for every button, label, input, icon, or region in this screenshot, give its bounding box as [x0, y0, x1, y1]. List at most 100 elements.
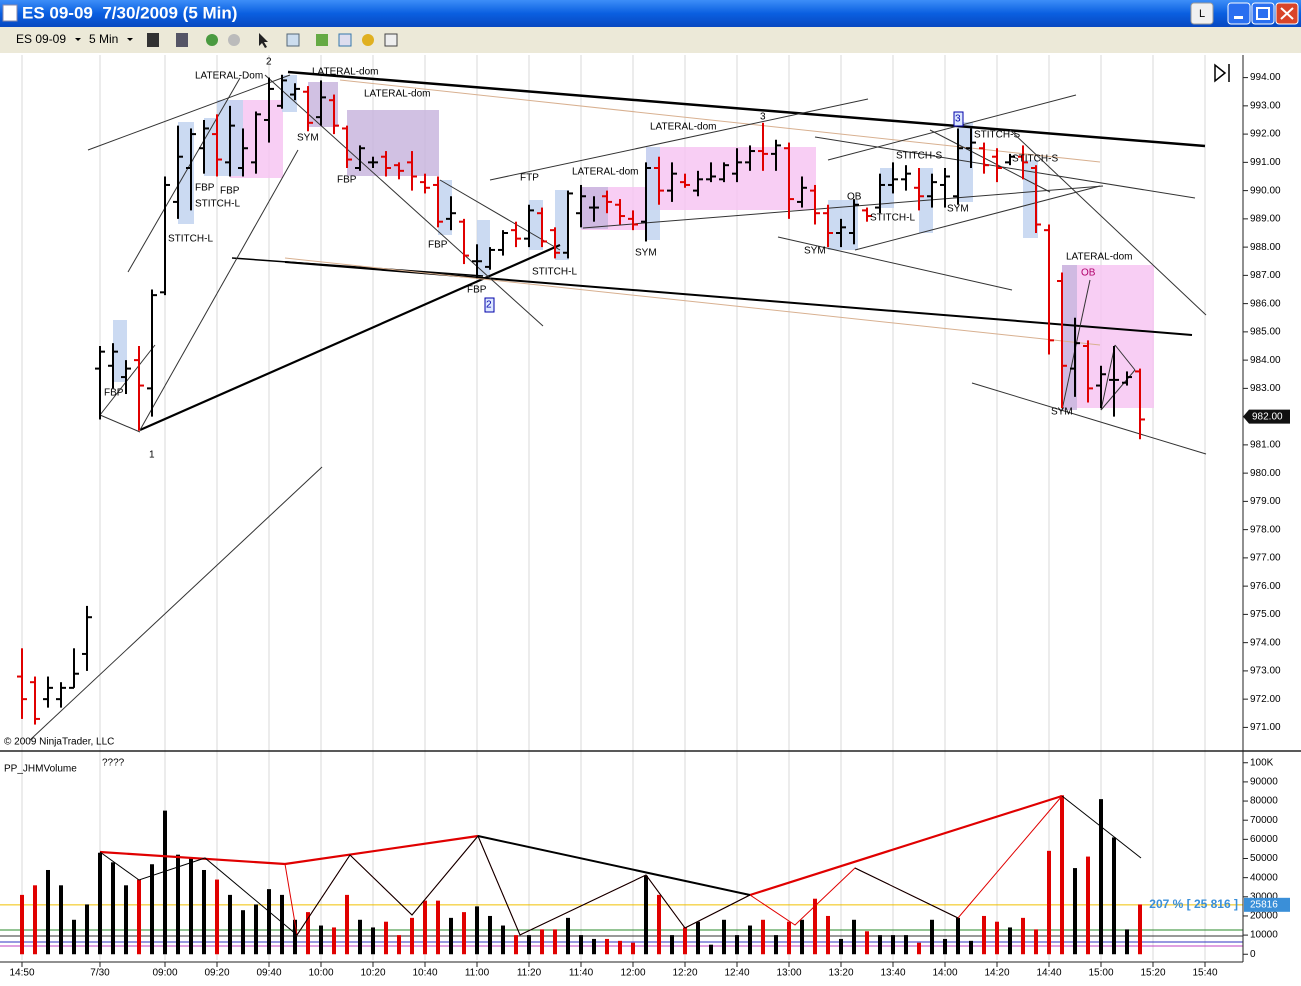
pattern-box [322, 82, 338, 127]
annotation: STITCH-S [1012, 154, 1058, 165]
x-tick-label: 15:20 [1140, 968, 1165, 979]
y-tick-label: 987.00 [1250, 270, 1281, 281]
volume-bar [241, 910, 245, 955]
volume-bar [449, 917, 453, 955]
volume-bar [566, 917, 570, 955]
y-tick-label: 974.00 [1250, 637, 1281, 648]
annotation: STITCH-L [870, 213, 915, 224]
x-tick-label: 7/30 [90, 968, 110, 979]
volume-bar [1060, 795, 1064, 955]
volume-bar [1021, 917, 1025, 955]
volume-bar [33, 885, 37, 955]
y-tick-label: 990.00 [1250, 185, 1281, 196]
volume-zigzag [1061, 795, 1142, 859]
trend-line [264, 74, 544, 327]
annotation: 2 [486, 300, 492, 311]
annotation: FBP [195, 183, 215, 194]
volume-bar [527, 935, 531, 955]
instrument-select[interactable]: ES 09-09 [16, 32, 66, 46]
volume-zigzag [99, 835, 751, 936]
y-tick-label: 30000 [1250, 891, 1278, 902]
y-tick-label: 20000 [1250, 911, 1278, 922]
window-title: ES 09-09 7/30/2009 (5 Min) [22, 3, 237, 22]
annotation: STITCH-S [974, 130, 1020, 141]
app-icon [2, 4, 18, 22]
interval-select[interactable]: 5 Min [89, 32, 118, 46]
y-tick-label: 60000 [1250, 834, 1278, 845]
volume-bar [852, 919, 856, 955]
volume-bar [423, 900, 427, 955]
volume-bar [579, 935, 583, 955]
volume-bar [202, 869, 206, 955]
trend-line [777, 236, 1013, 291]
cursor-button[interactable] [259, 33, 268, 48]
volume-bar [72, 919, 76, 955]
volume-bar [436, 900, 440, 955]
volume-bar [1086, 856, 1090, 955]
indicator-button[interactable] [338, 33, 352, 47]
annotation: LATERAL-dom [364, 89, 431, 100]
y-tick-label: 90000 [1250, 777, 1278, 788]
pattern-box [555, 190, 569, 260]
y-tick-label: 994.00 [1250, 72, 1281, 83]
order-button[interactable] [362, 34, 374, 46]
volume-bar [111, 862, 115, 955]
strategy-button[interactable] [316, 34, 328, 46]
volume-bar [488, 915, 492, 955]
y-tick-label: 991.00 [1250, 157, 1281, 168]
annotation: LATERAL-dom [650, 122, 717, 133]
zoom-in-button[interactable] [206, 34, 218, 46]
scroll-end-button[interactable] [1214, 63, 1230, 83]
minimize-button[interactable] [1227, 2, 1251, 25]
y-tick-label: 971.00 [1250, 722, 1281, 733]
annotation: STITCH-L [168, 234, 213, 245]
reference-marker [1244, 897, 1290, 912]
volume-bar [553, 929, 557, 955]
annotation: LATERAL-dom [312, 67, 379, 78]
annotation: SYM [1051, 407, 1073, 418]
bar-type-button[interactable] [147, 33, 159, 47]
annotation: STITCH-S [896, 151, 942, 162]
y-tick-label: 989.00 [1250, 214, 1281, 225]
volume-bar [748, 925, 752, 955]
l-button[interactable] [1190, 2, 1214, 25]
volume-bar [501, 925, 505, 955]
trend-line [971, 382, 1207, 455]
volume-bar [306, 912, 310, 955]
annotation: SYM [947, 204, 969, 215]
draw-tool-button[interactable] [176, 33, 188, 47]
y-tick-label: 977.00 [1250, 553, 1281, 564]
y-tick-label: 0 [1250, 949, 1256, 960]
y-tick-label: 975.00 [1250, 609, 1281, 620]
data-box-button[interactable] [384, 33, 398, 47]
trend-line [1100, 344, 1116, 411]
volume-bar [865, 931, 869, 955]
volume-bar [644, 875, 648, 955]
dropdown-arrow [127, 38, 133, 41]
pattern-box [438, 180, 452, 235]
maximize-button[interactable] [1251, 2, 1275, 25]
zoom-out-button[interactable] [228, 34, 240, 46]
reference-value: 25816 [1250, 899, 1278, 910]
indicator-title: PP_JHMVolume [4, 764, 77, 775]
volume-bar [969, 940, 973, 955]
x-tick-label: 14:40 [1036, 968, 1061, 979]
pattern-box [529, 200, 543, 250]
maximize-icon [1256, 7, 1270, 20]
volume-bar [917, 942, 921, 955]
y-tick-label: 993.00 [1250, 100, 1281, 111]
pattern-box [204, 118, 217, 176]
trend-line [439, 179, 561, 251]
y-tick-label: 988.00 [1250, 242, 1281, 253]
annotation: 1 [149, 450, 155, 461]
pattern-box [880, 168, 894, 208]
annotation: FBP [428, 240, 448, 251]
volume-bar [163, 810, 167, 955]
volume-bar [384, 921, 388, 955]
volume-bar [787, 921, 791, 955]
x-tick-label: 13:40 [880, 968, 905, 979]
volume-bar [800, 919, 804, 955]
properties-button[interactable] [286, 33, 300, 47]
trend-line [929, 129, 1051, 193]
